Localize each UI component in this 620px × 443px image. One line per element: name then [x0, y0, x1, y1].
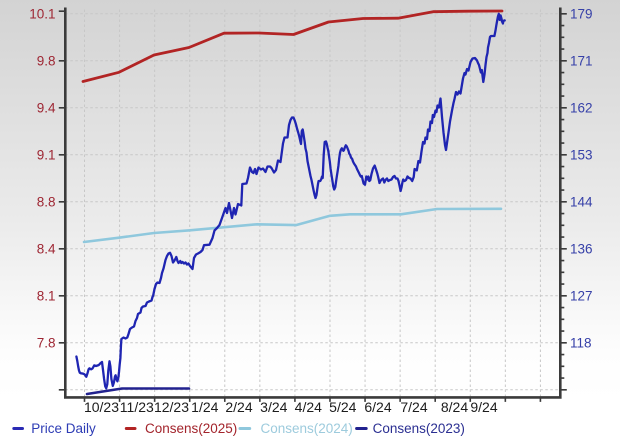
svg-text:Consens(2024): Consens(2024) [261, 421, 353, 436]
svg-text:7.8: 7.8 [37, 335, 56, 350]
svg-text:9/24: 9/24 [470, 399, 497, 415]
svg-text:127: 127 [570, 288, 593, 303]
svg-text:10.1: 10.1 [29, 6, 55, 21]
svg-text:171: 171 [570, 53, 593, 68]
svg-text:7/24: 7/24 [400, 399, 427, 415]
svg-text:4/24: 4/24 [295, 399, 322, 415]
svg-text:9.8: 9.8 [37, 53, 56, 68]
svg-text:5/24: 5/24 [329, 399, 356, 415]
svg-text:Consens(2023): Consens(2023) [373, 421, 465, 436]
svg-text:8.4: 8.4 [37, 241, 56, 256]
svg-text:179: 179 [570, 6, 593, 21]
svg-text:1/24: 1/24 [191, 399, 218, 415]
svg-text:8/24: 8/24 [441, 399, 468, 415]
svg-text:Price Daily: Price Daily [31, 421, 96, 436]
svg-text:10/23: 10/23 [84, 399, 119, 415]
svg-text:144: 144 [570, 194, 593, 209]
svg-text:118: 118 [570, 335, 592, 350]
svg-text:2/24: 2/24 [225, 399, 252, 415]
svg-text:6/24: 6/24 [364, 399, 391, 415]
svg-text:8.8: 8.8 [37, 194, 56, 209]
svg-text:Consens(2025): Consens(2025) [145, 421, 237, 436]
svg-text:11/23: 11/23 [120, 399, 154, 415]
svg-text:3/24: 3/24 [260, 399, 287, 415]
svg-text:162: 162 [570, 100, 593, 115]
svg-text:8.1: 8.1 [37, 288, 56, 303]
svg-text:9.4: 9.4 [37, 100, 56, 115]
svg-text:12/23: 12/23 [154, 399, 189, 415]
svg-text:9.1: 9.1 [37, 147, 56, 162]
svg-text:153: 153 [570, 147, 593, 162]
svg-text:136: 136 [570, 241, 593, 256]
